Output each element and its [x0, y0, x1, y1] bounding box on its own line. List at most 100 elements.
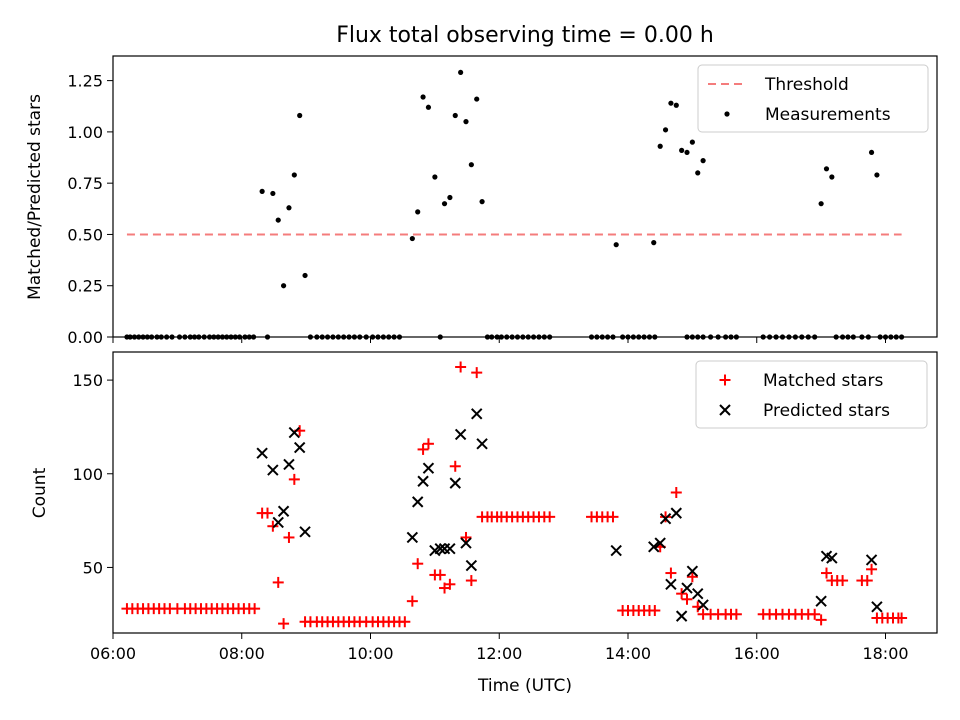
measurement-point: [818, 201, 824, 207]
x-b: [648, 541, 660, 553]
top-plot-area: 0.00 0.25 0.50 0.75 1.00 1.25 Threshold Measure…: [67, 55, 938, 347]
matched-star-point: [288, 473, 300, 485]
legend-label: Predicted stars: [763, 401, 890, 421]
matched-star-point: [686, 571, 698, 583]
x-axis-label: Time (UTC): [477, 676, 572, 696]
predicted-star-point: [815, 595, 827, 607]
matched-star-point: [278, 618, 290, 630]
x-b: [665, 578, 677, 591]
predicted-star-point: [422, 462, 435, 474]
matched-star-point: [815, 614, 827, 626]
predicted-star-point: [648, 541, 660, 553]
matched-star-point: [406, 595, 418, 607]
measurement-point: [874, 172, 880, 178]
measurement-point: [868, 149, 875, 156]
x-tick-label: 08:00: [219, 644, 265, 663]
measurement-point: [468, 162, 474, 168]
measurement-point: [297, 112, 303, 119]
predicted-star-point: [277, 505, 290, 517]
predicted-star-point: [471, 408, 483, 420]
legend-label: Matched stars: [763, 371, 883, 391]
x-b: [422, 462, 435, 474]
top-y-tick-label: 1.25: [67, 72, 103, 91]
matched-star-point: [249, 603, 261, 615]
measurement-point: [673, 102, 679, 108]
predicted-star-point: [865, 554, 878, 566]
matched-star-point: [272, 576, 284, 588]
measurement-point: [441, 201, 448, 207]
measurement-point: [823, 166, 830, 172]
top-legend: Threshold Measurements: [697, 64, 929, 133]
x-b: [675, 610, 688, 622]
matched-star-point: [681, 593, 693, 605]
x-tick-label: 16:00: [734, 644, 780, 663]
predicted-star-point: [449, 477, 461, 489]
matched-star-point: [465, 575, 477, 587]
measurement-point: [684, 149, 690, 156]
predicted-star-point: [299, 526, 311, 538]
measurement-point: [613, 242, 619, 248]
measurement-point: [409, 235, 415, 242]
x-b: [444, 542, 456, 555]
measurement-point: [463, 119, 469, 125]
measurement-point: [651, 240, 657, 246]
top-y-tick-label: 0.25: [67, 277, 103, 296]
matched-star-point: [412, 558, 424, 570]
measurement-point: [668, 100, 674, 106]
top-y-tick-label: 0.00: [67, 328, 103, 347]
x-b: [449, 477, 461, 489]
top-panel: 0.00 0.25 0.50 0.75 1.00 1.25 Threshold Measure…: [25, 55, 938, 347]
measurement-point: [286, 205, 292, 211]
predicted-star-point: [697, 599, 709, 611]
matched-star-point: [399, 616, 411, 628]
chart-title: Flux total observing time = 0.00 h: [336, 23, 714, 48]
measurement-point: [689, 139, 695, 145]
predicted-star-point: [288, 426, 301, 439]
predicted-star-point: [681, 582, 693, 594]
measurement-point: [447, 194, 453, 201]
predicted-star-point: [460, 537, 472, 549]
x-b: [871, 601, 883, 613]
bottom-axes-frame: [112, 351, 938, 634]
bottom-legend: Matched stars Predicted stars: [695, 360, 928, 429]
measurement-point: [700, 158, 706, 164]
x-tick-label: 18:00: [862, 644, 908, 663]
x-tick-label: 06:00: [90, 644, 136, 663]
matched-star-point: [460, 531, 472, 543]
matched-star-point: [676, 588, 688, 600]
predicted-star-point: [412, 496, 424, 508]
predicted-star-point: [256, 447, 268, 459]
x-b: [820, 550, 833, 562]
matched-star-point: [444, 578, 456, 590]
measurement-point: [662, 127, 669, 133]
x-b: [288, 426, 301, 439]
bottom-y-tick-label: 150: [72, 371, 103, 390]
bottom-y-axis-label: Count: [30, 467, 50, 518]
predicted-star-point: [871, 601, 883, 613]
x-b: [299, 526, 311, 538]
x-b: [471, 408, 483, 420]
x-b: [610, 544, 622, 557]
matched-star-point: [670, 487, 682, 498]
predicted-star-point: [272, 516, 284, 529]
predicted-star-point: [417, 475, 429, 487]
predicted-star-point: [686, 565, 699, 577]
legend-measurement-swatch: [724, 111, 730, 117]
x-tick-label: 12:00: [476, 644, 522, 663]
x-b: [865, 554, 878, 566]
matched-star-point: [665, 567, 677, 579]
matched-star-point: [730, 608, 742, 620]
predicted-star-point: [476, 438, 488, 450]
x-b: [460, 537, 472, 549]
x-b: [412, 496, 424, 508]
measurement-point: [270, 190, 276, 197]
predicted-star-point: [267, 464, 279, 476]
matched-star-point: [607, 511, 619, 523]
matched-star-point: [267, 520, 279, 532]
measurement-point: [420, 94, 426, 100]
x-b: [267, 464, 279, 476]
x-b: [476, 438, 488, 450]
predicted-star-point: [670, 507, 682, 519]
matched-star-point: [422, 438, 434, 450]
x-b: [654, 537, 666, 549]
